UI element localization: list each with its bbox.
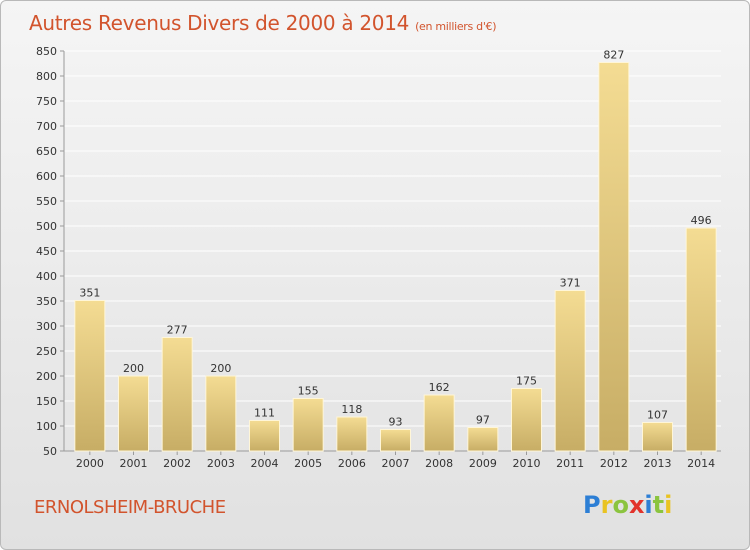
bar <box>554 290 586 452</box>
x-tick-label: 2008 <box>425 457 453 470</box>
y-tick-label: 550 <box>36 195 57 208</box>
bar-value-label: 175 <box>516 375 537 388</box>
x-tick-label: 2012 <box>600 457 628 470</box>
bar <box>685 227 717 452</box>
logo-letter: o <box>612 491 629 519</box>
logo-letter: r <box>600 491 613 519</box>
bar <box>642 422 673 452</box>
bar-value-label: 200 <box>210 362 231 375</box>
x-tick-label: 2003 <box>207 457 235 470</box>
logo-letter: x <box>628 491 645 519</box>
city-name: ERNOLSHEIM-BRUCHE <box>34 497 226 518</box>
x-tick-label: 2006 <box>338 457 366 470</box>
bar-value-label: 97 <box>476 414 490 427</box>
bar-value-label: 827 <box>603 49 624 62</box>
bar-value-label: 111 <box>254 407 275 420</box>
logo-letter: P <box>583 491 601 519</box>
bar-value-label: 277 <box>167 324 188 337</box>
logo-letter: i <box>664 491 673 519</box>
x-tick-label: 2005 <box>294 457 322 470</box>
y-tick-label: 750 <box>36 95 57 108</box>
x-tick-label: 2002 <box>163 457 191 470</box>
bar <box>74 300 106 452</box>
y-tick-label: 650 <box>36 145 57 158</box>
bar <box>598 62 630 452</box>
y-tick-label: 600 <box>36 170 57 183</box>
y-tick-label: 500 <box>36 220 57 233</box>
label-layer: 351 200 277 200 111 155 118 93 162 97 175 371 827 107… <box>79 49 711 429</box>
bar <box>205 375 237 452</box>
proxiti-logo: Proxiti <box>583 491 672 519</box>
y-tick-label: 450 <box>36 245 57 258</box>
y-tick-label: 700 <box>36 120 57 133</box>
logo-letter: i <box>644 491 653 519</box>
x-tick-label: 2004 <box>251 457 279 470</box>
x-tick-label: 2007 <box>382 457 410 470</box>
y-tick-label: 150 <box>36 395 57 408</box>
chart-subtitle: (en milliers d'€) <box>415 20 497 33</box>
bar-layer <box>74 62 717 452</box>
chart-title-text: Autres Revenus Divers de 2000 à 2014 <box>29 11 410 35</box>
bar-value-label: 200 <box>123 362 144 375</box>
x-tick-label: 2014 <box>687 457 715 470</box>
y-tick-label: 400 <box>36 270 57 283</box>
x-tick-label: 2011 <box>556 457 584 470</box>
chart-title: Autres Revenus Divers de 2000 à 2014 (en … <box>29 11 497 35</box>
logo-letter: t <box>652 491 665 519</box>
y-tick-label: 100 <box>36 420 57 433</box>
x-tick-label: 2001 <box>120 457 148 470</box>
bar-value-label: 155 <box>298 385 319 398</box>
bar-value-label: 162 <box>429 381 450 394</box>
bar-value-label: 351 <box>79 287 100 300</box>
y-tick-label: 50 <box>43 445 57 458</box>
y-tick-label: 200 <box>36 370 57 383</box>
bar-value-label: 93 <box>389 416 403 429</box>
bar <box>292 398 324 452</box>
bar-value-label: 371 <box>560 277 581 290</box>
bar <box>118 375 149 452</box>
x-tick-label: 2013 <box>644 457 672 470</box>
x-tick-label: 2010 <box>513 457 541 470</box>
bar-value-label: 118 <box>341 403 362 416</box>
bar <box>161 337 193 452</box>
x-tick-label: 2009 <box>469 457 497 470</box>
y-tick-label: 250 <box>36 345 57 358</box>
bar <box>423 394 455 452</box>
bar <box>511 388 542 452</box>
bar-value-label: 496 <box>691 214 712 227</box>
y-tick-label: 800 <box>36 70 57 83</box>
bar <box>336 416 368 452</box>
bar <box>249 420 280 452</box>
y-tick-label: 850 <box>36 45 57 58</box>
bar-value-label: 107 <box>647 409 668 422</box>
bar <box>467 427 499 452</box>
y-tick-label: 300 <box>36 320 57 333</box>
x-tick-label: 2000 <box>76 457 104 470</box>
bar <box>380 429 411 452</box>
y-tick-label: 350 <box>36 295 57 308</box>
